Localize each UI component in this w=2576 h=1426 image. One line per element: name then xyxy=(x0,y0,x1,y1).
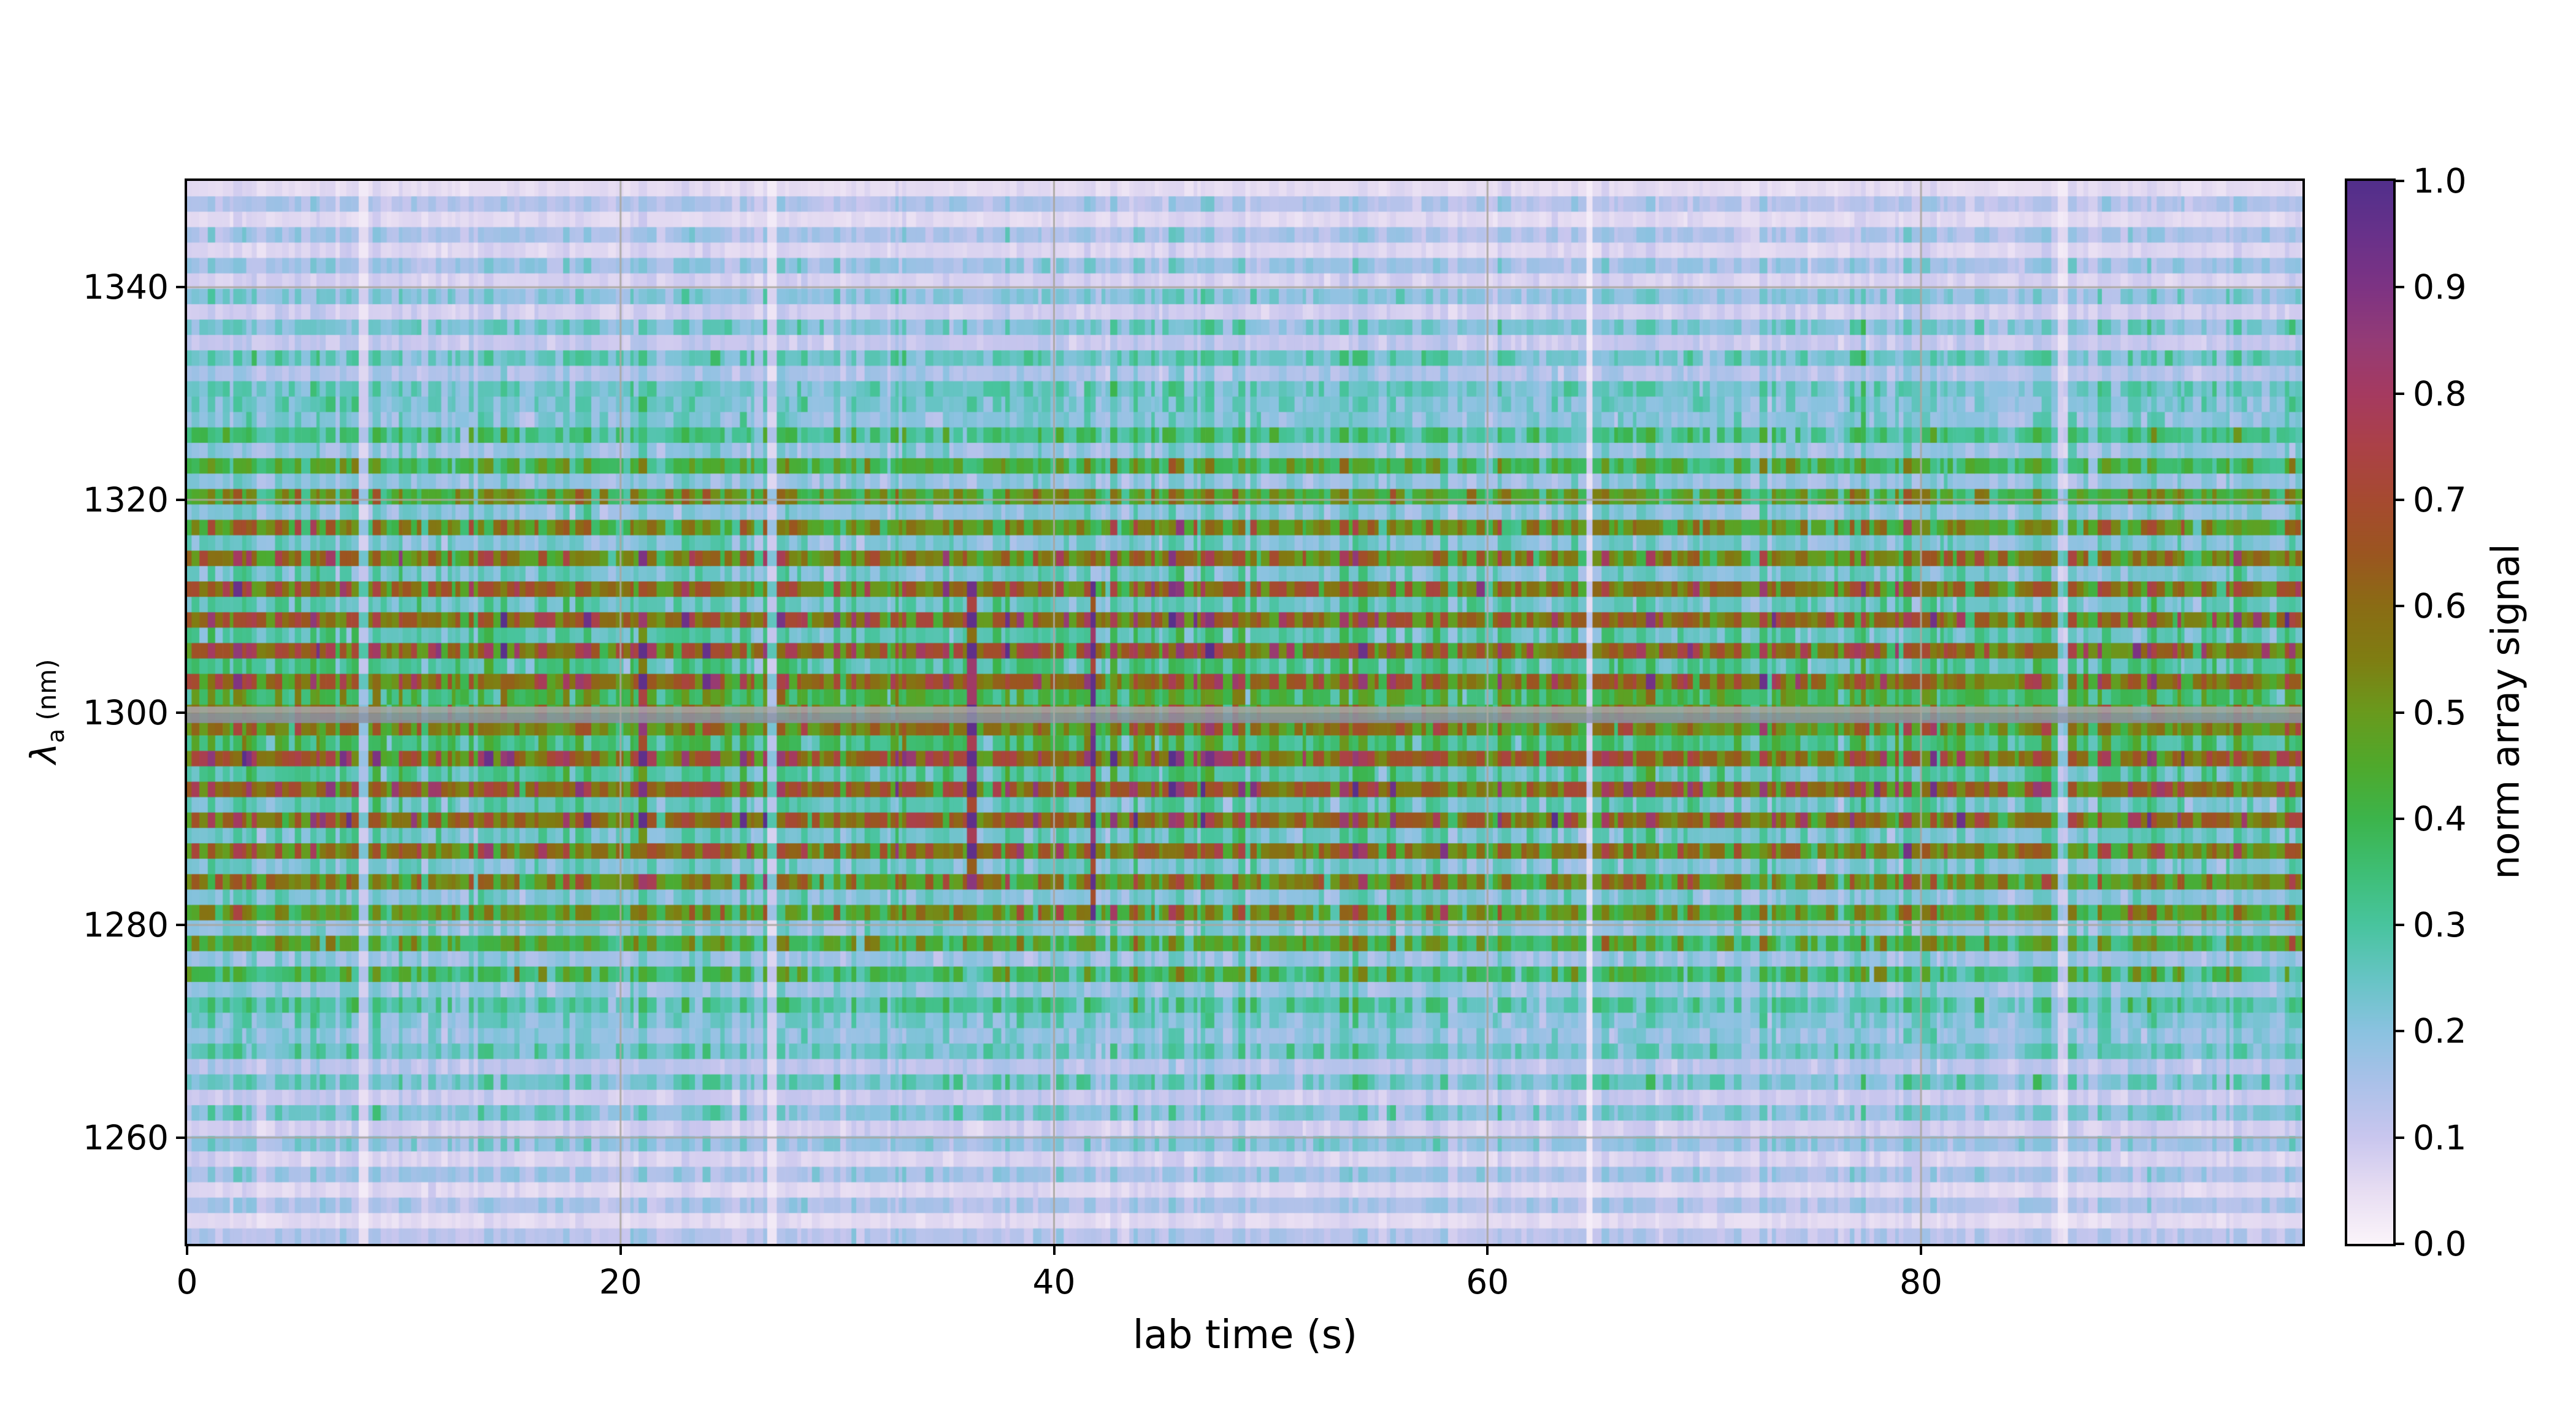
y-tick-mark xyxy=(176,286,185,289)
y-tick-mark xyxy=(176,498,185,501)
x-tick-label: 80 xyxy=(1899,1262,1943,1301)
colorbar-tick-label: 0.4 xyxy=(2413,799,2467,838)
colorbar-tick-label: 0.0 xyxy=(2413,1224,2467,1263)
colorbar-tick-label: 0.1 xyxy=(2413,1117,2467,1157)
colorbar-tick-mark xyxy=(2396,1030,2404,1033)
colorbar-tick-label: 0.2 xyxy=(2413,1011,2467,1051)
y-tick-mark xyxy=(176,711,185,714)
x-tick-mark xyxy=(1052,1246,1056,1255)
x-tick-label: 60 xyxy=(1466,1262,1509,1301)
y-tick-mark xyxy=(176,1136,185,1139)
colorbar-tick-mark xyxy=(2396,286,2404,289)
y-tick-label: 1260 xyxy=(83,1117,169,1157)
colorbar-gradient xyxy=(2347,181,2393,1244)
y-axis-label-unit: (nm) xyxy=(32,659,63,729)
colorbar-tick-mark xyxy=(2396,392,2404,395)
colorbar-tick-mark xyxy=(2396,498,2404,501)
heatmap-plot-area xyxy=(187,181,2302,1244)
colorbar-tick-mark xyxy=(2396,1243,2404,1245)
x-tick-label: 20 xyxy=(599,1262,642,1301)
colorbar-tick-mark xyxy=(2396,711,2404,714)
colorbar-tick-label: 0.9 xyxy=(2413,267,2467,307)
x-tick-label: 40 xyxy=(1032,1262,1076,1301)
colorbar-tick-label: 0.5 xyxy=(2413,692,2467,732)
x-tick-label: 0 xyxy=(176,1262,198,1301)
x-tick-mark xyxy=(1920,1246,1923,1255)
colorbar-tick-mark xyxy=(2396,924,2404,927)
colorbar-tick-label: 0.7 xyxy=(2413,480,2467,519)
colorbar-tick-label: 0.6 xyxy=(2413,586,2467,626)
colorbar-tick-mark xyxy=(2396,180,2404,182)
colorbar-border xyxy=(2345,178,2396,1246)
y-axis-label-subscript: a xyxy=(42,729,69,743)
y-tick-label: 1280 xyxy=(83,905,169,945)
colorbar-tick-label: 0.3 xyxy=(2413,905,2467,945)
x-tick-mark xyxy=(619,1246,622,1255)
y-tick-label: 1320 xyxy=(83,480,169,519)
colorbar-label: norm array signal xyxy=(2483,543,2528,880)
colorbar-tick-label: 0.8 xyxy=(2413,374,2467,413)
x-axis-label: lab time (s) xyxy=(1132,1313,1358,1358)
y-axis-label: λa (nm) xyxy=(23,659,69,764)
y-axis-label-symbol: λ xyxy=(23,743,65,764)
colorbar-tick-mark xyxy=(2396,817,2404,820)
plot-border xyxy=(185,178,2305,1246)
colorbar-tick-label: 1.0 xyxy=(2413,161,2467,201)
y-tick-mark xyxy=(176,924,185,927)
colorbar-tick-mark xyxy=(2396,605,2404,608)
colorbar-tick-mark xyxy=(2396,1136,2404,1139)
x-tick-mark xyxy=(186,1246,188,1255)
y-tick-label: 1300 xyxy=(83,692,169,732)
x-tick-mark xyxy=(1486,1246,1489,1255)
y-tick-label: 1340 xyxy=(83,267,169,307)
